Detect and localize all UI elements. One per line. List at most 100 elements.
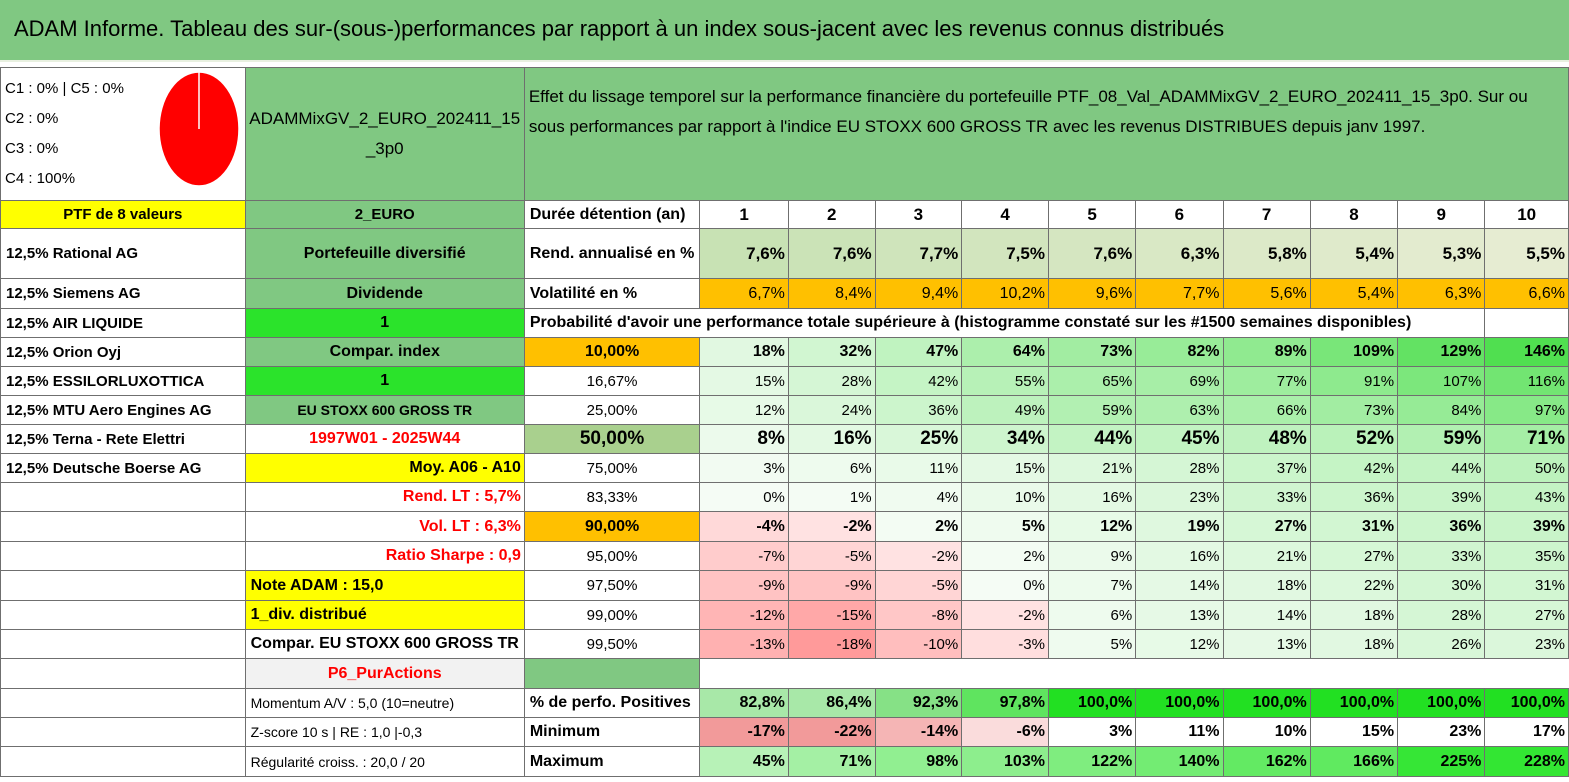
probability-value: 21% (1047, 453, 1137, 483)
probability-value: 66% (1222, 395, 1311, 425)
flag-value: 1 (244, 366, 525, 396)
probability-value: 24% (787, 395, 876, 425)
probability-value: 18% (1309, 600, 1399, 630)
probability-value: 5% (961, 511, 1049, 542)
probability-value: 146% (1484, 337, 1569, 367)
probability-value: 63% (1135, 395, 1224, 425)
table-row: Ratio Sharpe : 0,9 95,00% -7% -5% -2% 2% 9% 16%… (0, 541, 1569, 571)
probability-value: 12% (699, 395, 789, 425)
probability-value: 30% (1397, 570, 1486, 601)
table-row: 12,5% Rational AG Portefeuille diversifié… (0, 228, 1569, 279)
empty-cell (0, 746, 246, 777)
positive-value: 86,4% (787, 688, 876, 718)
p6-label: P6_PurActions (244, 658, 525, 689)
probability-value: 65% (1047, 366, 1137, 396)
maximum-value: 225% (1397, 746, 1486, 777)
category-line: C4 : 100% (5, 170, 76, 187)
rend-value: 5,4% (1309, 228, 1399, 279)
vol-value: 9,4% (874, 278, 963, 309)
probability-value: 73% (1047, 337, 1137, 367)
probability-value: 45% (1135, 424, 1224, 454)
portfolio-name: ADAMMixGV_2_EURO_202411_15_3p0 (244, 67, 525, 201)
probability-value: 22% (1309, 570, 1399, 601)
category-line: C2 : 0% (5, 110, 59, 127)
positive-value: 100,0% (1484, 688, 1569, 718)
probability-value: 49% (961, 395, 1049, 425)
probability-value: 14% (1222, 600, 1311, 630)
probability-value: -5% (787, 541, 876, 571)
minimum-value: 3% (1047, 717, 1137, 747)
year-header: 1 (699, 200, 789, 229)
rend-label: Rend. annualisé en % (523, 228, 701, 279)
vol-value: 8,4% (787, 278, 876, 309)
year-header: 3 (874, 200, 963, 229)
probability-threshold: 25,00% (523, 395, 701, 425)
sharpe-ratio: Ratio Sharpe : 0,9 (244, 541, 525, 571)
table-row: 12,5% Terna - Rete Elettri 1997W01 - 2025… (0, 424, 1569, 454)
positive-value: 97,8% (961, 688, 1049, 718)
probability-value: 36% (1309, 482, 1399, 512)
probability-value: 18% (1222, 570, 1311, 601)
currency: 2_EURO (244, 200, 525, 229)
year-header: 6 (1135, 200, 1224, 229)
probability-value: 42% (874, 366, 963, 396)
probability-value: -2% (787, 511, 876, 542)
compar-full: Compar. EU STOXX 600 GROSS TR (244, 629, 525, 659)
vol-value: 6,6% (1484, 278, 1569, 309)
duration-label: Durée détention (an) (523, 200, 701, 229)
empty-cell (0, 629, 246, 659)
probability-value: 15% (699, 366, 789, 396)
empty-cell (523, 658, 701, 689)
positive-value: 92,3% (874, 688, 963, 718)
compar-index: Compar. index (244, 337, 525, 367)
year-header: 2 (787, 200, 876, 229)
probability-value: 3% (699, 453, 789, 483)
table-row: Momentum A/V : 5,0 (10=neutre)% de perfo… (0, 688, 1569, 718)
probability-value: 77% (1222, 366, 1311, 396)
table-row: 12,5% Deutsche Boerse AG Moy. A06 - A10 75… (0, 453, 1569, 483)
vol-value: 9,6% (1047, 278, 1137, 309)
probability-value: 35% (1484, 541, 1569, 571)
probability-value: 27% (1222, 511, 1311, 542)
holding: 12,5% Siemens AG (0, 278, 246, 309)
probability-value: 43% (1484, 482, 1569, 512)
probability-value: 36% (1397, 511, 1486, 542)
probability-value: 6% (1047, 600, 1137, 630)
probability-threshold: 83,33% (523, 482, 701, 512)
category-line: C3 : 0% (5, 140, 59, 157)
table-row: 12,5% AIR LIQUIDE 1 Probabilité d'avoir un… (0, 308, 1569, 338)
holding: 12,5% MTU Aero Engines AG (0, 395, 246, 425)
probability-value: 50% (1484, 453, 1569, 483)
ptf-count: PTF de 8 valeurs (0, 200, 246, 229)
holding: 12,5% ESSILORLUXOTTICA (0, 366, 246, 396)
period: 1997W01 - 2025W44 (244, 424, 525, 454)
rend-value: 7,6% (699, 228, 789, 279)
probability-value: 26% (1397, 629, 1486, 659)
categories-cell: C1 : 0% | C5 : 0% C2 : 0% C3 : 0% C4 : 1… (0, 67, 246, 201)
table-row: Rend. LT : 5,7% 83,33% 0% 1% 4% 10% 16% 23% 33% 3… (0, 482, 1569, 512)
probability-value: 19% (1135, 511, 1224, 542)
vol-value: 6,7% (699, 278, 789, 309)
probability-value: -15% (787, 600, 876, 630)
table-row: P6_PurActions (0, 658, 1569, 689)
probability-threshold: 95,00% (523, 541, 701, 571)
holding: 12,5% AIR LIQUIDE (0, 308, 246, 338)
table-row: PTF de 8 valeurs 2_EURO Durée détention (a… (0, 200, 1569, 229)
probability-value: 47% (874, 337, 963, 367)
positive-value: 100,0% (1047, 688, 1137, 718)
positive-value: 100,0% (1309, 688, 1399, 718)
probability-value: 4% (874, 482, 963, 512)
year-header: 5 (1047, 200, 1137, 229)
vol-value: 5,6% (1222, 278, 1311, 309)
year-header: 7 (1222, 200, 1311, 229)
probability-value: 32% (787, 337, 876, 367)
empty-cell (0, 541, 246, 571)
probability-label: Probabilité d'avoir une performance tota… (523, 308, 1485, 338)
probability-value: 0% (699, 482, 789, 512)
rend-value: 6,3% (1135, 228, 1224, 279)
probability-value: -13% (699, 629, 789, 659)
probability-value: -4% (699, 511, 789, 542)
minimum-value: 15% (1309, 717, 1399, 747)
maximum-value: 45% (699, 746, 789, 777)
holding: 12,5% Deutsche Boerse AG (0, 453, 246, 483)
